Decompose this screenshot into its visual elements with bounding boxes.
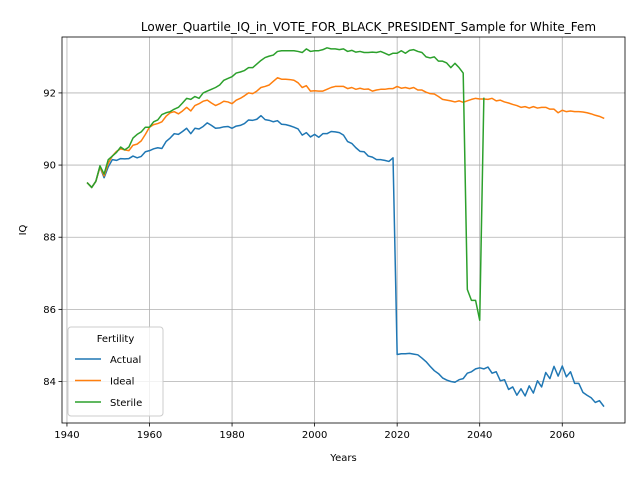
x-tick-label: 1940: [54, 430, 79, 441]
series-line-ideal: [86, 77, 605, 189]
plot-frame: [61, 36, 626, 424]
legend-title: Fertility: [97, 334, 135, 345]
legend: Fertility Actual Ideal Sterile: [67, 326, 164, 417]
chart-title: Lower_Quartile_IQ_in_VOTE_FOR_BLACK_PRES…: [141, 20, 596, 34]
x-tick-label: 1960: [137, 430, 162, 441]
y-tick-label: 88: [43, 233, 56, 244]
legend-label-sterile: Sterile: [110, 398, 142, 409]
y-tick-label: 92: [43, 88, 56, 99]
x-tick-label: 2000: [302, 430, 327, 441]
x-axis-label: Years: [329, 453, 356, 464]
legend-label-actual: Actual: [110, 355, 141, 366]
x-tick-label: 2040: [467, 430, 492, 441]
series-line-actual: [86, 114, 605, 408]
legend-box: [67, 326, 164, 417]
y-tick-label: 86: [43, 305, 56, 316]
y-tick-label: 90: [43, 161, 56, 172]
y-axis-label: IQ: [18, 224, 29, 235]
legend-label-ideal: Ideal: [110, 377, 134, 388]
y-tick-label: 84: [43, 377, 56, 388]
series-group: [86, 47, 605, 408]
x-tick-label: 2020: [384, 430, 409, 441]
axis-ticks: 1940 1960 1980 2000 2020 2040 2060 84 86 88 90 92: [43, 88, 575, 441]
series-line-sterile: [86, 47, 485, 321]
x-tick-label: 2060: [550, 430, 575, 441]
x-tick-label: 1980: [219, 430, 244, 441]
